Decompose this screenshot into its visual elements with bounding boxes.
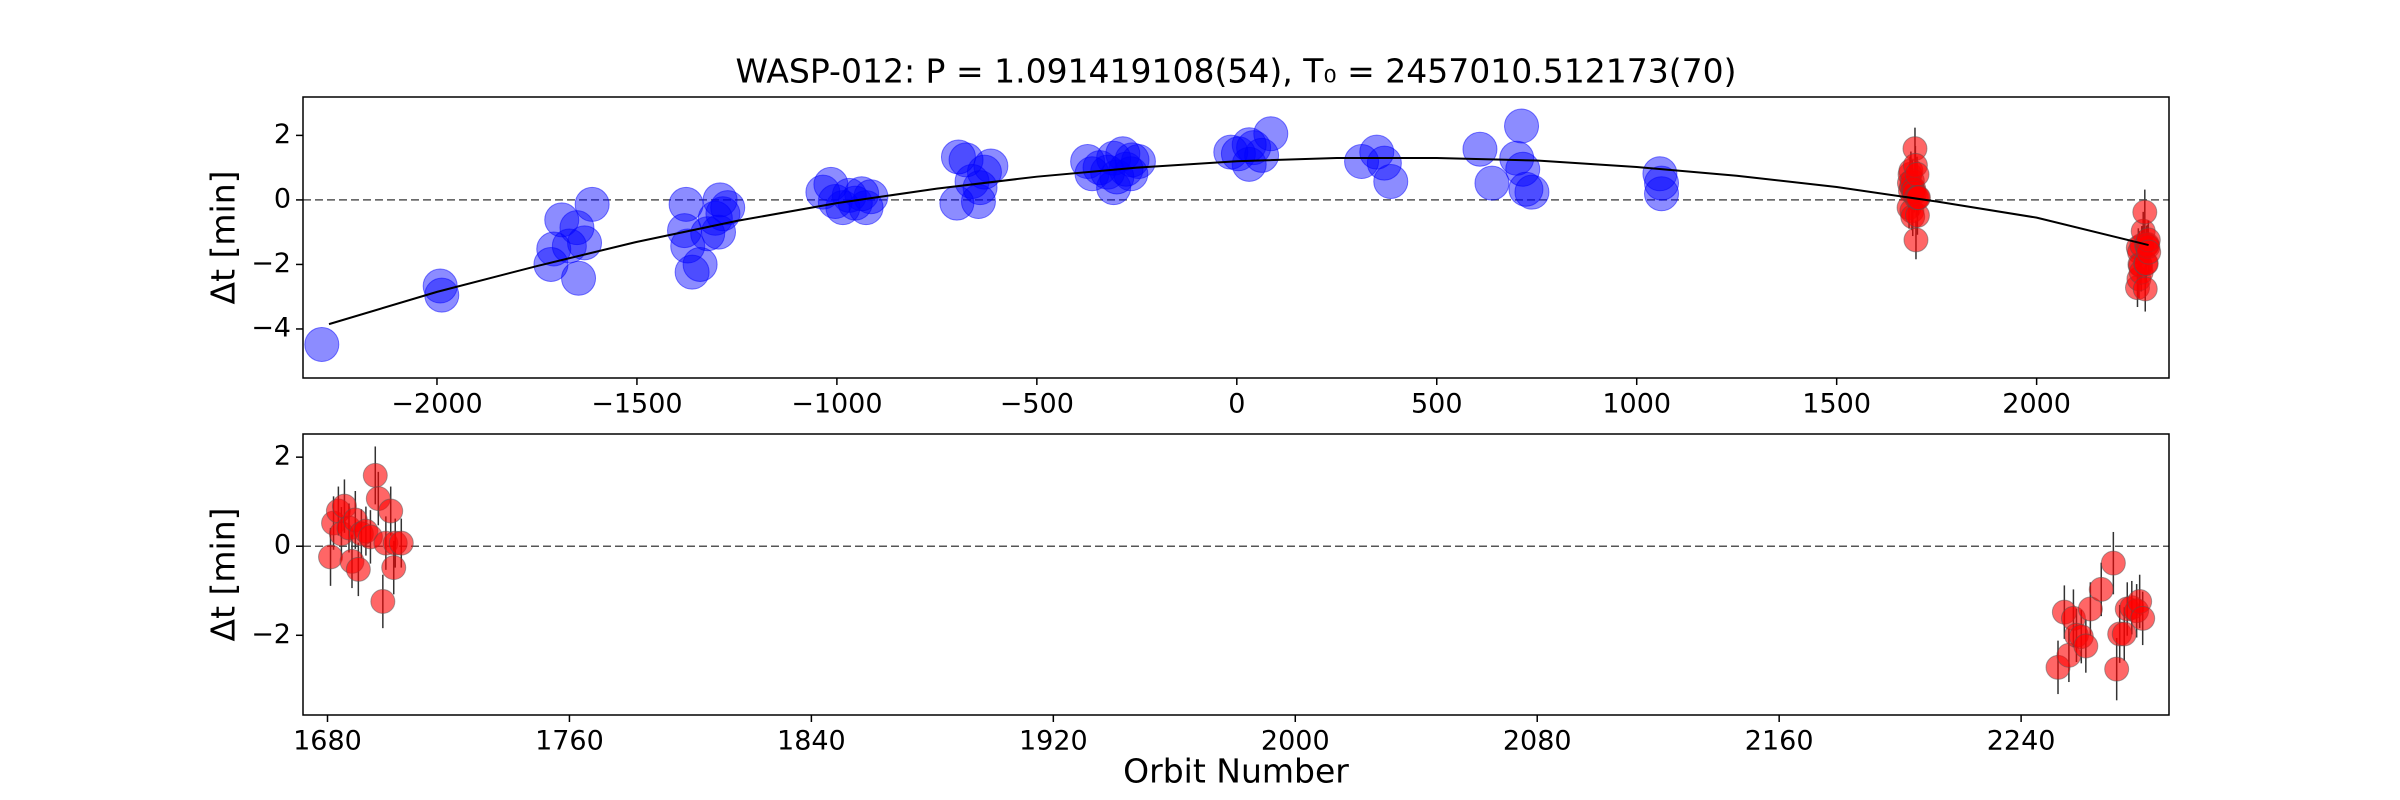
data-point <box>378 498 404 524</box>
data-point <box>1120 144 1156 180</box>
data-point <box>960 184 996 220</box>
data-point <box>1903 227 1929 253</box>
data-point <box>2100 550 2126 576</box>
data-point <box>1070 144 1106 180</box>
y-tick-label: 0 <box>274 530 291 561</box>
data-point <box>424 277 460 313</box>
data-point <box>1462 131 1498 167</box>
plot-frame <box>302 433 2170 716</box>
data-point <box>702 182 738 218</box>
x-tick-label: 2000 <box>2002 389 2071 420</box>
data-point <box>1642 156 1678 192</box>
x-tick-label: −500 <box>1000 389 1074 420</box>
data-point <box>536 231 572 267</box>
data-point <box>1366 145 1402 181</box>
y-tick-label: −4 <box>251 312 291 343</box>
data-point <box>2136 239 2162 265</box>
data-point <box>948 142 984 178</box>
model-curve <box>328 156 2149 326</box>
data-point <box>318 544 344 570</box>
data-point <box>567 225 603 261</box>
x-tick-label: −1000 <box>791 389 882 420</box>
data-point <box>561 260 597 296</box>
data-point <box>574 186 610 222</box>
data-point <box>2073 633 2099 659</box>
data-point <box>1253 116 1289 152</box>
x-tick-label: 0 <box>1228 389 1245 420</box>
y-tick-label: 2 <box>274 441 291 472</box>
x-tick-label: 1760 <box>535 726 604 757</box>
data-point <box>2111 621 2137 647</box>
x-tick-label: −2000 <box>391 389 482 420</box>
x-tick-label: 2240 <box>1987 726 2056 757</box>
x-tick-label: 2000 <box>1261 726 1330 757</box>
data-point <box>2132 199 2158 225</box>
data-point <box>973 148 1009 184</box>
data-point <box>370 588 396 614</box>
data-point <box>701 214 737 250</box>
x-tick-label: 2080 <box>1503 726 1572 757</box>
x-tick-label: 1920 <box>1019 726 1088 757</box>
y-axis-label: Δt [min] <box>204 171 243 305</box>
x-tick-label: 1680 <box>293 726 362 757</box>
y-tick-label: 2 <box>274 119 291 150</box>
data-point <box>682 246 718 282</box>
y-axis-label: Δt [min] <box>204 508 243 642</box>
data-point <box>670 228 706 264</box>
data-point <box>388 530 414 556</box>
data-point <box>1504 108 1540 144</box>
data-point <box>1474 165 1510 201</box>
x-tick-label: −1500 <box>591 389 682 420</box>
data-point <box>1514 174 1550 210</box>
x-tick-label: 1000 <box>1602 389 1671 420</box>
data-point <box>1244 137 1280 173</box>
data-point <box>362 462 388 488</box>
data-point <box>2104 656 2130 682</box>
data-point <box>2077 596 2103 622</box>
data-point <box>381 555 407 581</box>
x-tick-label: 1500 <box>1802 389 1871 420</box>
x-tick-label: 1840 <box>777 726 846 757</box>
data-point <box>2132 276 2158 302</box>
data-point <box>966 154 1002 190</box>
data-point <box>345 556 371 582</box>
y-tick-label: 0 <box>274 183 291 214</box>
data-point <box>1359 134 1395 170</box>
data-point <box>668 186 704 222</box>
x-axis-label: Orbit Number <box>1123 752 1349 791</box>
data-point <box>1644 176 1680 212</box>
plot-frame <box>302 96 2170 379</box>
data-point <box>1644 165 1680 201</box>
x-tick-label: 500 <box>1411 389 1463 420</box>
data-point <box>710 190 746 226</box>
data-point <box>1231 127 1267 163</box>
data-point <box>1904 161 1930 187</box>
data-point <box>2088 576 2114 602</box>
data-point <box>2130 605 2156 631</box>
y-tick-label: −2 <box>251 248 291 279</box>
data-point <box>1508 171 1544 207</box>
data-point <box>1373 164 1409 200</box>
data-point <box>1113 156 1149 192</box>
x-tick-label: 2160 <box>1745 726 1814 757</box>
data-point <box>551 228 587 264</box>
y-tick-label: −2 <box>251 619 291 650</box>
data-point <box>304 326 340 362</box>
chart-title: WASP-012: P = 1.091419108(54), T₀ = 2457… <box>736 52 1737 91</box>
